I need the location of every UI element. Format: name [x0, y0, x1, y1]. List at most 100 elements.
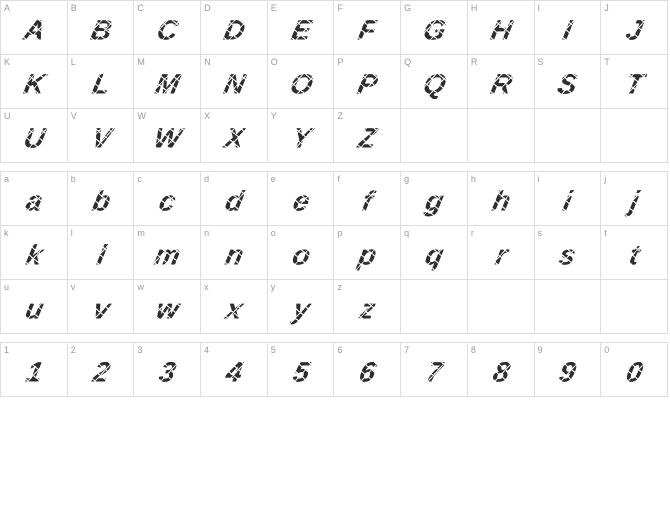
glyph-cell: SS [535, 55, 602, 109]
cell-label: I [538, 3, 541, 13]
glyph-cell: 00 [601, 343, 668, 397]
glyph: x [223, 293, 244, 325]
glyph-cell: 33 [134, 343, 201, 397]
glyph: s [557, 239, 578, 271]
glyph: w [153, 293, 181, 325]
glyph-cell: ss [535, 226, 602, 280]
glyph-cell [401, 280, 468, 334]
glyph: Q [420, 68, 448, 100]
cell-label: U [4, 111, 11, 121]
glyph: v [90, 293, 111, 325]
cell-label: O [271, 57, 278, 67]
glyph-cell: yy [268, 280, 335, 334]
cell-label: q [404, 228, 409, 238]
glyph: 7 [423, 356, 444, 388]
glyph-cell [601, 280, 668, 334]
glyph-cell: FF [334, 1, 401, 55]
glyph: 1 [23, 356, 44, 388]
glyph: E [288, 14, 312, 46]
cell-label: f [337, 174, 340, 184]
glyph-cell: vv [68, 280, 135, 334]
glyph-cell: oo [268, 226, 335, 280]
cell-label: c [137, 174, 142, 184]
cell-label: s [538, 228, 543, 238]
glyph: R [488, 68, 514, 100]
glyph-cell: EE [268, 1, 335, 55]
cell-label: L [71, 57, 76, 67]
glyph-cell: JJ [601, 1, 668, 55]
glyph: X [222, 122, 246, 154]
cell-label: d [204, 174, 209, 184]
glyph: Y [288, 122, 312, 154]
cell-label: x [204, 282, 209, 292]
glyph: k [23, 239, 44, 271]
cell-label: p [337, 228, 342, 238]
glyph: a [23, 185, 44, 217]
glyph-cell: ll [68, 226, 135, 280]
glyph-cell: bb [68, 172, 135, 226]
cell-label: b [71, 174, 76, 184]
group-digits: 11223344556677889900 [0, 342, 668, 397]
cell-label: i [538, 174, 540, 184]
glyph-cell: hh [468, 172, 535, 226]
glyph: B [88, 14, 114, 46]
glyph-cell: HH [468, 1, 535, 55]
glyph-cell: ii [535, 172, 602, 226]
glyph: i [561, 185, 575, 217]
cell-label: 7 [404, 345, 409, 355]
glyph-cell: rr [468, 226, 535, 280]
cell-label: F [337, 3, 343, 13]
glyph: 4 [223, 356, 244, 388]
cell-label: w [137, 282, 144, 292]
glyph: e [290, 185, 311, 217]
glyph: 2 [90, 356, 111, 388]
glyph-cell [601, 109, 668, 163]
glyph: C [154, 14, 180, 46]
glyph-cell: pp [334, 226, 401, 280]
glyph-cell: MM [134, 55, 201, 109]
glyph-cell: 11 [1, 343, 68, 397]
cell-label: H [471, 3, 478, 13]
glyph-cell: LL [68, 55, 135, 109]
glyph: q [423, 239, 446, 271]
cell-label: y [271, 282, 276, 292]
cell-label: 5 [271, 345, 276, 355]
glyph-cell: AA [1, 1, 68, 55]
cell-label: B [71, 3, 77, 13]
glyph-cell: XX [201, 109, 268, 163]
glyph-cell: 66 [334, 343, 401, 397]
cell-label: 0 [604, 345, 609, 355]
glyph-cell: KK [1, 55, 68, 109]
glyph-cell: ww [134, 280, 201, 334]
glyph: M [153, 68, 182, 100]
glyph: n [222, 239, 245, 271]
glyph-cell: UU [1, 109, 68, 163]
glyph-cell: YY [268, 109, 335, 163]
glyph-cell: uu [1, 280, 68, 334]
cell-label: 3 [137, 345, 142, 355]
cell-label: n [204, 228, 209, 238]
glyph: G [420, 14, 448, 46]
cell-label: M [137, 57, 145, 67]
glyph: z [357, 293, 377, 325]
glyph: N [221, 68, 247, 100]
glyph-cell: jj [601, 172, 668, 226]
glyph-cell: GG [401, 1, 468, 55]
glyph: h [489, 185, 512, 217]
cell-label: G [404, 3, 411, 13]
glyph: d [222, 185, 245, 217]
glyph-cell: TT [601, 55, 668, 109]
cell-label: t [604, 228, 607, 238]
glyph: 8 [490, 356, 511, 388]
glyph-cell: kk [1, 226, 68, 280]
glyph: K [21, 68, 47, 100]
glyph-cell: QQ [401, 55, 468, 109]
cell-label: J [604, 3, 609, 13]
cell-label: E [271, 3, 277, 13]
glyph: T [623, 68, 646, 100]
glyph-cell: ee [268, 172, 335, 226]
cell-label: h [471, 174, 476, 184]
group-lowercase: aabbccddeeffgghhiijjkkllmmnnooppqqrrsstt… [0, 171, 668, 334]
group-uppercase: AABBCCDDEEFFGGHHIIJJKKLLMMNNOOPPQQRRSSTT… [0, 0, 668, 163]
glyph-cell: DD [201, 1, 268, 55]
